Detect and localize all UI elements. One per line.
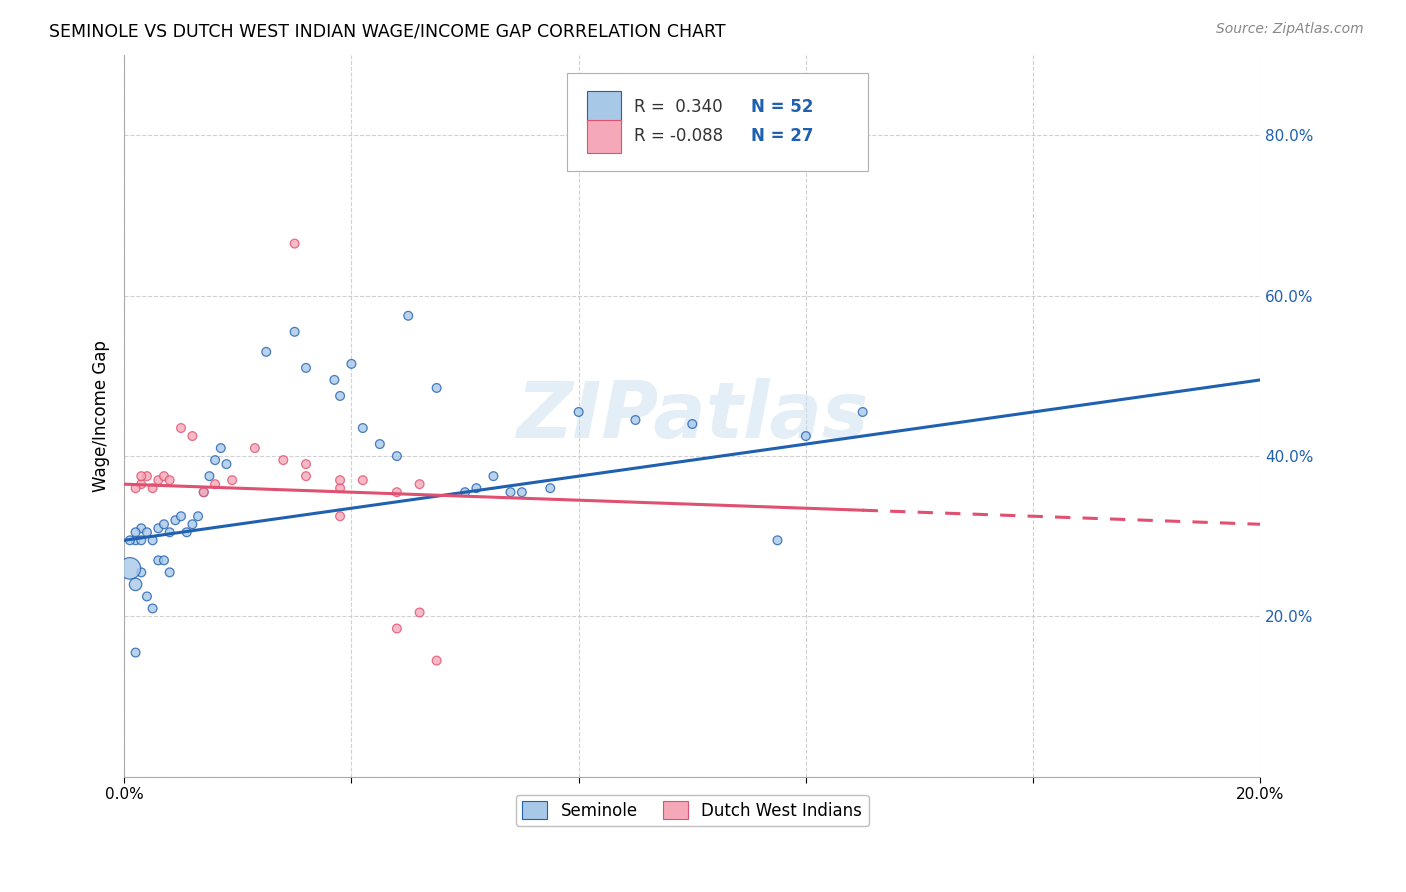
Point: [142, 601, 165, 615]
Point: [271, 453, 294, 467]
Point: [794, 429, 817, 443]
Point: [215, 457, 238, 471]
Point: [368, 437, 391, 451]
Point: [340, 357, 363, 371]
Point: [193, 485, 215, 500]
Point: [284, 325, 307, 339]
Point: [118, 533, 141, 548]
Point: [454, 485, 477, 500]
Point: [329, 473, 352, 487]
Point: [254, 344, 277, 359]
Point: [153, 517, 176, 532]
Point: [170, 509, 193, 524]
Y-axis label: Wage/Income Gap: Wage/Income Gap: [93, 340, 110, 492]
Point: [852, 405, 875, 419]
Point: [329, 481, 352, 495]
Point: [295, 457, 318, 471]
Point: [129, 469, 152, 483]
Point: [385, 485, 408, 500]
Point: [681, 417, 703, 431]
Text: SEMINOLE VS DUTCH WEST INDIAN WAGE/INCOME GAP CORRELATION CHART: SEMINOLE VS DUTCH WEST INDIAN WAGE/INCOM…: [49, 22, 725, 40]
Point: [209, 441, 232, 455]
Point: [136, 525, 159, 540]
Point: [323, 373, 346, 387]
Point: [181, 429, 204, 443]
Legend: Seminole, Dutch West Indians: Seminole, Dutch West Indians: [516, 795, 869, 826]
Point: [465, 481, 488, 495]
Point: [148, 473, 170, 487]
Point: [187, 509, 209, 524]
Point: [385, 449, 408, 463]
Point: [148, 553, 170, 567]
Point: [352, 473, 374, 487]
Point: [538, 481, 561, 495]
Point: [136, 469, 159, 483]
Point: [124, 533, 146, 548]
Bar: [586, 120, 620, 153]
Point: [124, 577, 146, 591]
Point: [221, 473, 243, 487]
Point: [408, 477, 430, 491]
Text: R = -0.088: R = -0.088: [634, 128, 724, 145]
Text: N = 52: N = 52: [751, 98, 814, 117]
Text: ZIPatlas: ZIPatlas: [516, 378, 869, 454]
Point: [124, 525, 146, 540]
Point: [129, 533, 152, 548]
Point: [159, 566, 181, 580]
Point: [136, 590, 159, 604]
Point: [124, 481, 146, 495]
Point: [568, 405, 591, 419]
Point: [129, 477, 152, 491]
Point: [170, 421, 193, 435]
Point: [329, 509, 352, 524]
Point: [193, 485, 215, 500]
Point: [510, 485, 533, 500]
Point: [385, 622, 408, 636]
Point: [142, 533, 165, 548]
Point: [204, 477, 226, 491]
Point: [352, 421, 374, 435]
Point: [129, 521, 152, 535]
Text: Source: ZipAtlas.com: Source: ZipAtlas.com: [1216, 22, 1364, 37]
Point: [295, 469, 318, 483]
Point: [165, 513, 187, 527]
Point: [159, 525, 181, 540]
Bar: [586, 91, 620, 124]
Point: [482, 469, 505, 483]
FancyBboxPatch shape: [567, 73, 869, 170]
Point: [148, 521, 170, 535]
Point: [426, 381, 449, 395]
Point: [396, 309, 419, 323]
Point: [624, 413, 647, 427]
Point: [181, 517, 204, 532]
Point: [142, 481, 165, 495]
Point: [766, 533, 789, 548]
Point: [499, 485, 522, 500]
Point: [176, 525, 198, 540]
Point: [204, 453, 226, 467]
Point: [159, 473, 181, 487]
Point: [426, 654, 449, 668]
Point: [284, 236, 307, 251]
Point: [329, 389, 352, 403]
Point: [124, 646, 146, 660]
Text: R =  0.340: R = 0.340: [634, 98, 723, 117]
Point: [198, 469, 221, 483]
Text: N = 27: N = 27: [751, 128, 814, 145]
Point: [153, 469, 176, 483]
Point: [408, 606, 430, 620]
Point: [243, 441, 266, 455]
Point: [129, 566, 152, 580]
Point: [153, 553, 176, 567]
Point: [118, 561, 141, 575]
Point: [295, 360, 318, 375]
